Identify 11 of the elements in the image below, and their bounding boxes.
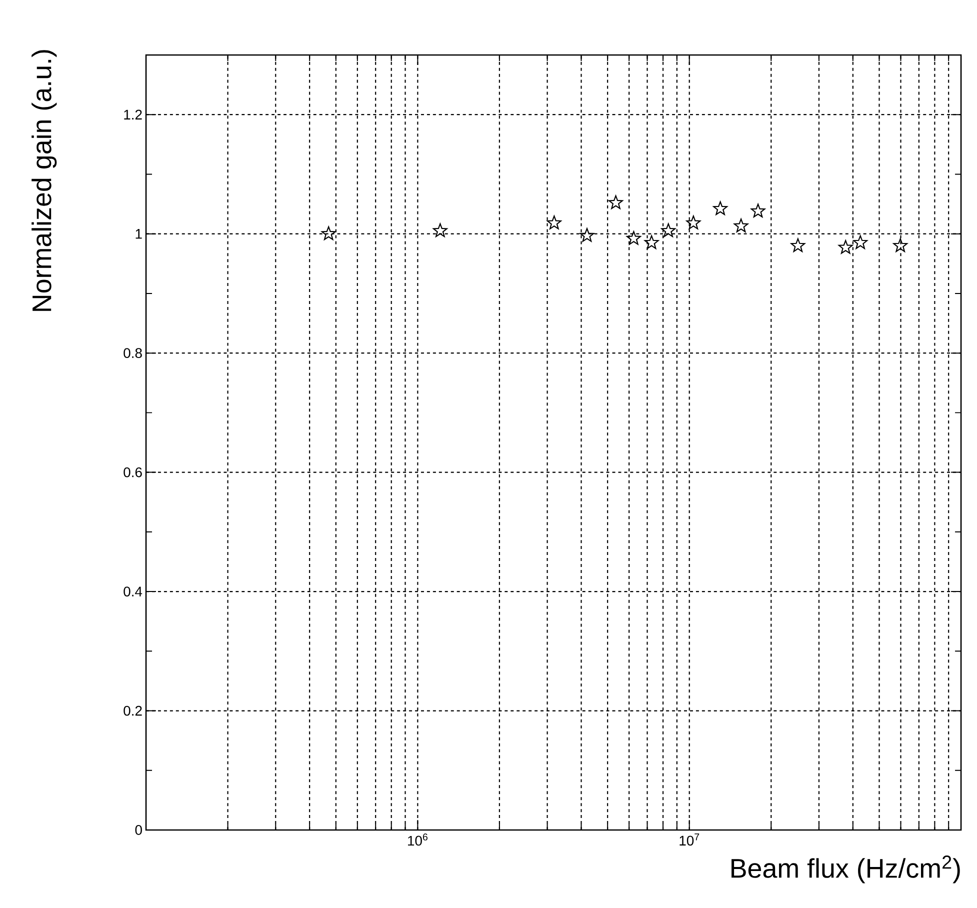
y-tick-label: 0.2	[124, 706, 142, 716]
y-tick-label: 1	[136, 229, 142, 239]
x-axis-title: Beam flux (Hz/cm$^{2}$)	[732, 856, 960, 884]
x-tick-label: 10$^{6}$	[408, 834, 428, 846]
y-tick-label: 0	[135, 825, 142, 835]
y-tick-label: 0.6	[124, 467, 142, 478]
y-tick-label: 0.4	[124, 586, 142, 596]
y-tick-label: 1.2	[124, 110, 142, 120]
y-tick-label: 0.8	[124, 348, 142, 358]
x-tick-label: 10$^{7}$	[680, 834, 700, 846]
y-axis-title: Normalized gain (a.u.)	[32, 50, 57, 311]
